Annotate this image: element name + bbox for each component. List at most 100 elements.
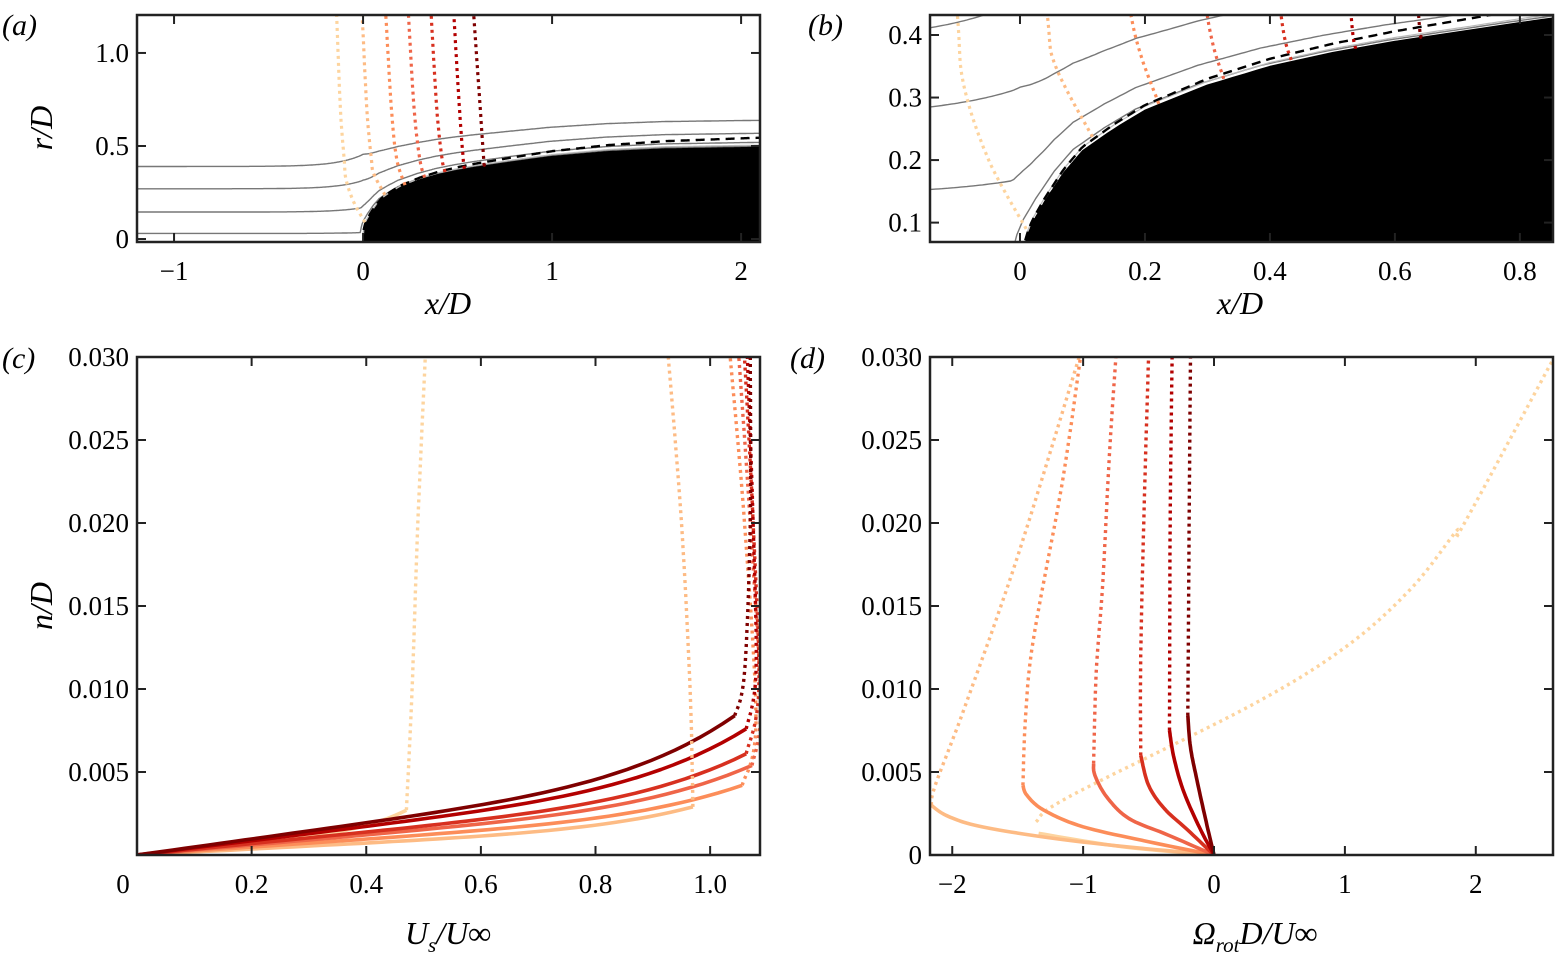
streamline — [137, 132, 760, 190]
wall-normal-line — [1129, 15, 1161, 105]
label-part: D — [23, 106, 59, 130]
plot-frame — [135, 13, 762, 244]
x-tick-label: 0 — [1207, 869, 1221, 899]
x-tick-label: 0.2 — [1128, 256, 1162, 286]
wall-normal-line — [1349, 15, 1358, 50]
rotation-profile-solid — [930, 803, 1215, 855]
label-part: D — [1239, 285, 1263, 321]
y-tick-label: 0.2 — [888, 145, 922, 175]
x-tick-label: 1.0 — [693, 869, 727, 899]
panel-letter-b: (b) — [808, 9, 843, 42]
x-tick-label: 1 — [1338, 869, 1352, 899]
x-tick-label: 2 — [734, 256, 748, 286]
surface-streamline — [1023, 15, 1552, 242]
rotation-profile-solid — [1186, 715, 1216, 855]
y-tick-label: 0.010 — [68, 674, 129, 704]
rotation-profile-dotted — [1021, 357, 1083, 786]
plot-area — [137, 357, 760, 855]
x-tick-label: −2 — [938, 869, 967, 899]
wall-normal-line — [452, 15, 467, 170]
label-subscript: rot — [1216, 933, 1241, 957]
rotation-profile-dotted — [1091, 357, 1118, 764]
panel-d: −2 −1 0 1 2 0 0.005 0.010 0.015 0.020 0.025 0.030 — [861, 342, 1555, 899]
x-tick-label: 0.4 — [1253, 256, 1287, 286]
label-part: U — [405, 915, 430, 951]
streamline — [930, 15, 1461, 191]
wall-normal-line — [1417, 15, 1423, 39]
x-axis-label-c: Us/U∞ — [405, 915, 491, 957]
y-tick-label: 0.020 — [861, 508, 922, 538]
y-tick-label: 0.015 — [68, 591, 129, 621]
label-part: r — [23, 137, 59, 150]
velocity-profile-solid — [137, 714, 736, 855]
rotation-profile-dotted — [1186, 357, 1193, 716]
velocity-profile-dotted — [666, 357, 695, 807]
label-part: Ω — [1193, 915, 1216, 951]
panel-letter-a: (a) — [2, 9, 37, 42]
label-part: D — [23, 582, 59, 606]
x-axis-label-b: x/D — [1216, 285, 1263, 321]
y-axis-label-a: r/D — [23, 106, 59, 150]
panel-letter-d: (d) — [790, 342, 825, 375]
velocity-profile-dotted — [742, 357, 760, 755]
label-part: x — [1216, 285, 1231, 321]
y-tick-label: 0.010 — [861, 674, 922, 704]
label-part: x — [424, 285, 439, 321]
y-tick-label: 0 — [909, 840, 923, 870]
x-tick-label: 1 — [545, 256, 559, 286]
streamline — [137, 141, 760, 213]
label-part: /U∞ — [434, 915, 491, 951]
rotation-profile-solid — [1021, 784, 1215, 855]
x-tick-label: 0 — [116, 869, 130, 899]
wall-normal-line — [955, 15, 1028, 230]
velocity-profile-solid — [137, 783, 743, 855]
streamline — [137, 119, 760, 168]
rotation-profile-dotted — [1138, 357, 1151, 756]
x-tick-label: −1 — [160, 256, 189, 286]
y-tick-label: 0.1 — [888, 208, 922, 238]
y-tick-label: 0.020 — [68, 508, 129, 538]
label-part: n — [23, 614, 59, 630]
rotation-profile-dotted — [1034, 357, 1553, 824]
streamline — [1014, 15, 1553, 242]
rotation-profile-dotted — [1167, 357, 1174, 731]
wall-normal-line — [429, 15, 447, 174]
x-tick-label: 0.6 — [464, 869, 498, 899]
label-part: / — [1229, 285, 1243, 321]
panel-c: 0 0.2 0.4 0.6 0.8 1.0 0.005 0.010 0.015 0.020 0.02… — [68, 342, 762, 899]
panel-letter-c: (c) — [2, 342, 35, 375]
y-tick-label: 0.025 — [861, 425, 922, 455]
body-shape — [1024, 17, 1553, 242]
label-part: / — [23, 602, 59, 616]
wall-normal-line — [384, 15, 407, 186]
plot-frame — [135, 355, 762, 857]
y-axis-label-c: n/D — [23, 582, 59, 630]
velocity-profile-dotted — [404, 357, 427, 811]
x-tick-label: 0.8 — [1503, 256, 1537, 286]
label-part: D — [447, 285, 471, 321]
x-tick-label: 0.8 — [579, 869, 613, 899]
velocity-profile-solid — [137, 752, 747, 855]
x-tick-label: −1 — [1069, 869, 1098, 899]
rotation-profile-dotted — [930, 357, 1081, 806]
y-tick-label: 0.005 — [861, 757, 922, 787]
wall-normal-line — [472, 15, 486, 167]
x-tick-label: 0 — [1013, 256, 1027, 286]
wall-normal-line — [1045, 15, 1094, 138]
boundary-layer-edge-dashed — [362, 136, 760, 231]
label-part: / — [437, 285, 451, 321]
y-tick-label: 0.030 — [68, 342, 129, 372]
wall-normal-line — [406, 15, 427, 179]
x-tick-label: 0.6 — [1378, 256, 1412, 286]
panel-b: 0 0.2 0.4 0.6 0.8 0.1 0.2 0.3 0.4 — [888, 13, 1555, 286]
label-part: D/U∞ — [1238, 915, 1317, 951]
panel-a: −1 0 1 2 0 0.5 1.0 — [95, 13, 762, 286]
label-part: / — [23, 126, 59, 140]
y-tick-label: 0.005 — [68, 757, 129, 787]
velocity-profile-solid — [137, 727, 748, 855]
wall-normal-line — [360, 15, 387, 196]
y-tick-label: 1.0 — [95, 38, 129, 68]
y-tick-label: 0 — [116, 224, 130, 254]
velocity-profile-dotted — [737, 357, 760, 766]
